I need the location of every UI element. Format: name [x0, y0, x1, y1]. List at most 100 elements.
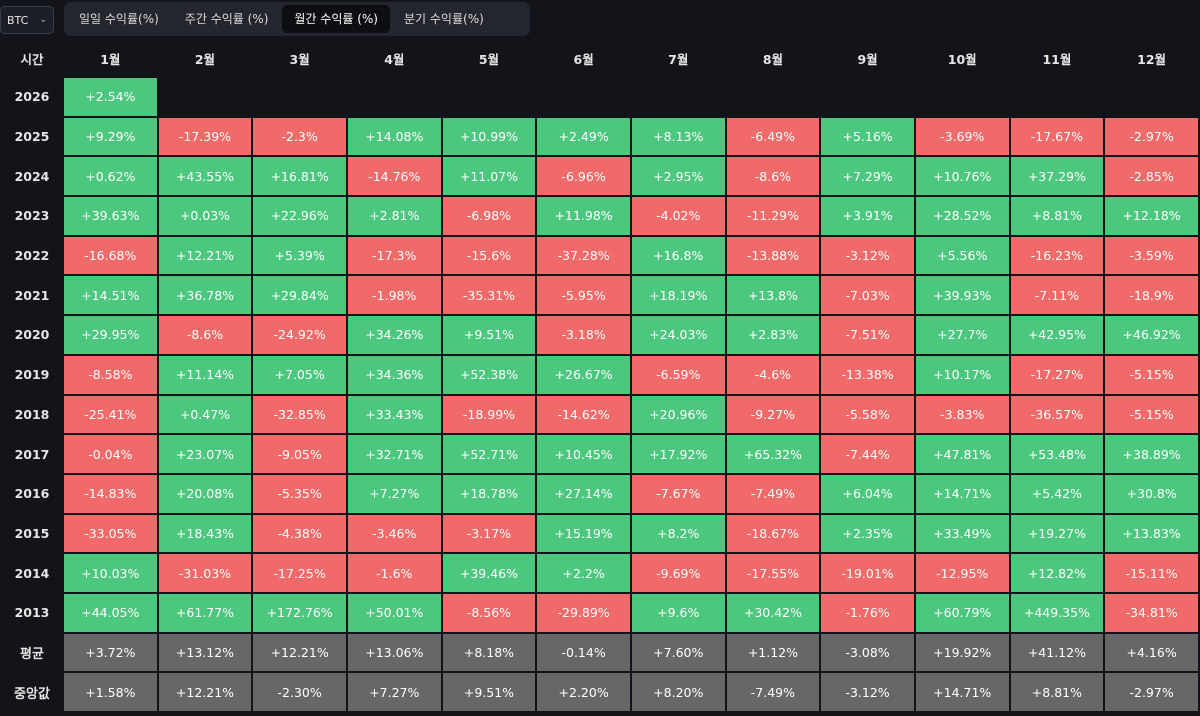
return-cell: -18.67% — [726, 514, 820, 553]
return-cell: -3.17% — [442, 514, 536, 553]
average-row: 평균 +3.72% +13.12% +12.21% +13.06% +8.18% -0.14… — [2, 633, 1198, 672]
return-cell: +2.81% — [347, 197, 441, 235]
return-cell: +14.51% — [63, 276, 157, 315]
return-cell: +16.81% — [253, 157, 346, 196]
return-cell: +2.49% — [537, 117, 630, 156]
stat-cell: -3.08% — [821, 633, 914, 672]
return-cell: +52.38% — [442, 355, 536, 394]
return-cell: +9.6% — [631, 593, 725, 632]
return-cell: +39.93% — [915, 276, 1009, 315]
return-cell: +8.81% — [1010, 197, 1104, 235]
return-cell: +12.18% — [1105, 197, 1198, 235]
return-cell: +9.29% — [63, 117, 157, 156]
table-row: 2019 -8.58% +11.14% +7.05% +34.36% +52.38% +26… — [2, 355, 1198, 394]
return-cell: -0.04% — [63, 435, 157, 473]
stat-cell: +8.81% — [1010, 673, 1104, 711]
return-cell: -3.18% — [537, 316, 630, 354]
table-row: 2013 +44.05% +61.77% +172.76% +50.01% -8.56% -… — [2, 593, 1198, 632]
return-cell: +37.29% — [1010, 157, 1104, 196]
return-cell: -5.15% — [1105, 355, 1198, 394]
return-cell: +172.76% — [253, 593, 346, 632]
return-cell: -15.11% — [1105, 554, 1198, 592]
return-cell — [253, 78, 346, 116]
return-cell: -17.27% — [1010, 355, 1104, 394]
return-cell: +12.21% — [158, 236, 252, 275]
return-cell: +27.14% — [537, 474, 630, 513]
return-cell: +52.71% — [442, 435, 536, 473]
return-cell: +2.83% — [726, 316, 820, 354]
stat-cell: +7.27% — [347, 673, 441, 711]
return-cell: -4.6% — [726, 355, 820, 394]
median-row: 중앙값 +1.58% +12.21% -2.30% +7.27% +9.51% +2.20%… — [2, 673, 1198, 711]
return-cell: +0.47% — [158, 395, 252, 434]
stat-cell: +3.72% — [63, 633, 157, 672]
return-cell — [159, 78, 252, 116]
return-cell — [537, 78, 630, 116]
return-cell: -17.39% — [158, 117, 252, 156]
top-toolbar: BTC ⌄ 일일 수익률(%) 주간 수익률 (%) 월간 수익률 (%) 분기… — [0, 0, 1200, 40]
return-cell: +11.98% — [537, 197, 630, 235]
return-cell: -11.29% — [726, 197, 820, 235]
return-cell: +12.82% — [1010, 554, 1104, 592]
return-cell: +30.8% — [1105, 474, 1198, 513]
tab-monthly-returns[interactable]: 월간 수익률 (%) — [282, 5, 390, 33]
return-cell — [443, 78, 536, 116]
return-cell: -3.46% — [347, 514, 441, 553]
return-cell: -7.49% — [726, 474, 820, 513]
month-header: 10월 — [947, 51, 977, 67]
stat-cell: -7.49% — [726, 673, 820, 711]
month-header: 11월 — [1042, 51, 1072, 67]
return-cell: +26.67% — [537, 355, 630, 394]
return-cell: -6.98% — [442, 197, 536, 235]
table-row: 2026 +2.54% — [2, 78, 1198, 116]
asset-select[interactable]: BTC ⌄ — [0, 6, 54, 34]
stat-cell: +8.20% — [631, 673, 725, 711]
tab-daily-returns[interactable]: 일일 수익률(%) — [79, 12, 159, 26]
return-cell: -1.76% — [821, 593, 914, 632]
return-cell: +18.78% — [442, 474, 536, 513]
table-row: 2016 -14.83% +20.08% -5.35% +7.27% +18.78% +27… — [2, 474, 1198, 513]
month-header: 2월 — [194, 51, 216, 67]
return-cell: -33.05% — [63, 514, 157, 553]
return-cell: +2.54% — [63, 78, 157, 116]
return-cell: -32.85% — [253, 395, 346, 434]
return-cell: -9.27% — [726, 395, 820, 434]
year-label: 2019 — [14, 367, 50, 383]
stat-cell: -0.14% — [537, 633, 630, 672]
asset-select-value: BTC — [7, 13, 29, 27]
stat-cell: -3.12% — [821, 673, 914, 711]
return-cell: -16.23% — [1010, 236, 1104, 275]
return-cell: -35.31% — [442, 276, 536, 315]
stat-cell: +2.20% — [537, 673, 630, 711]
tab-quarterly-returns[interactable]: 분기 수익률(%) — [404, 12, 484, 26]
return-cell: +2.2% — [537, 554, 630, 592]
return-cell: -37.28% — [537, 236, 630, 275]
stat-cell: +1.12% — [726, 633, 820, 672]
return-cell: -9.05% — [253, 435, 346, 473]
return-cell: +22.96% — [253, 197, 346, 235]
stat-cell: +14.71% — [915, 673, 1009, 711]
return-cell: +60.79% — [915, 593, 1009, 632]
return-cell: +9.51% — [442, 316, 536, 354]
table-row: 2018 -25.41% +0.47% -32.85% +33.43% -18.99% -1… — [2, 395, 1198, 434]
table-row: 2022 -16.68% +12.21% +5.39% -17.3% -15.6% -37.… — [2, 236, 1198, 275]
month-header: 7월 — [668, 51, 689, 67]
return-cell: -25.41% — [63, 395, 157, 434]
return-cell: +42.95% — [1010, 316, 1104, 354]
tab-weekly-returns[interactable]: 주간 수익률 (%) — [184, 12, 269, 26]
year-label: 2020 — [14, 327, 50, 343]
return-cell: +38.89% — [1105, 435, 1198, 473]
month-header: 9월 — [857, 51, 878, 67]
return-cell: +34.26% — [347, 316, 441, 354]
return-cell — [632, 78, 725, 116]
return-cell: +8.2% — [631, 514, 725, 553]
return-cell: -14.83% — [63, 474, 157, 513]
table-row: 2015 -33.05% +18.43% -4.38% -3.46% -3.17% +15.… — [2, 514, 1198, 553]
return-cell: +23.07% — [158, 435, 252, 473]
return-cell: -6.96% — [537, 157, 630, 196]
return-cell: -4.38% — [253, 514, 346, 553]
return-cell — [1105, 78, 1198, 116]
return-cell: -3.83% — [915, 395, 1009, 434]
stat-label: 평균 — [20, 646, 44, 662]
return-cell: +5.56% — [915, 236, 1009, 275]
